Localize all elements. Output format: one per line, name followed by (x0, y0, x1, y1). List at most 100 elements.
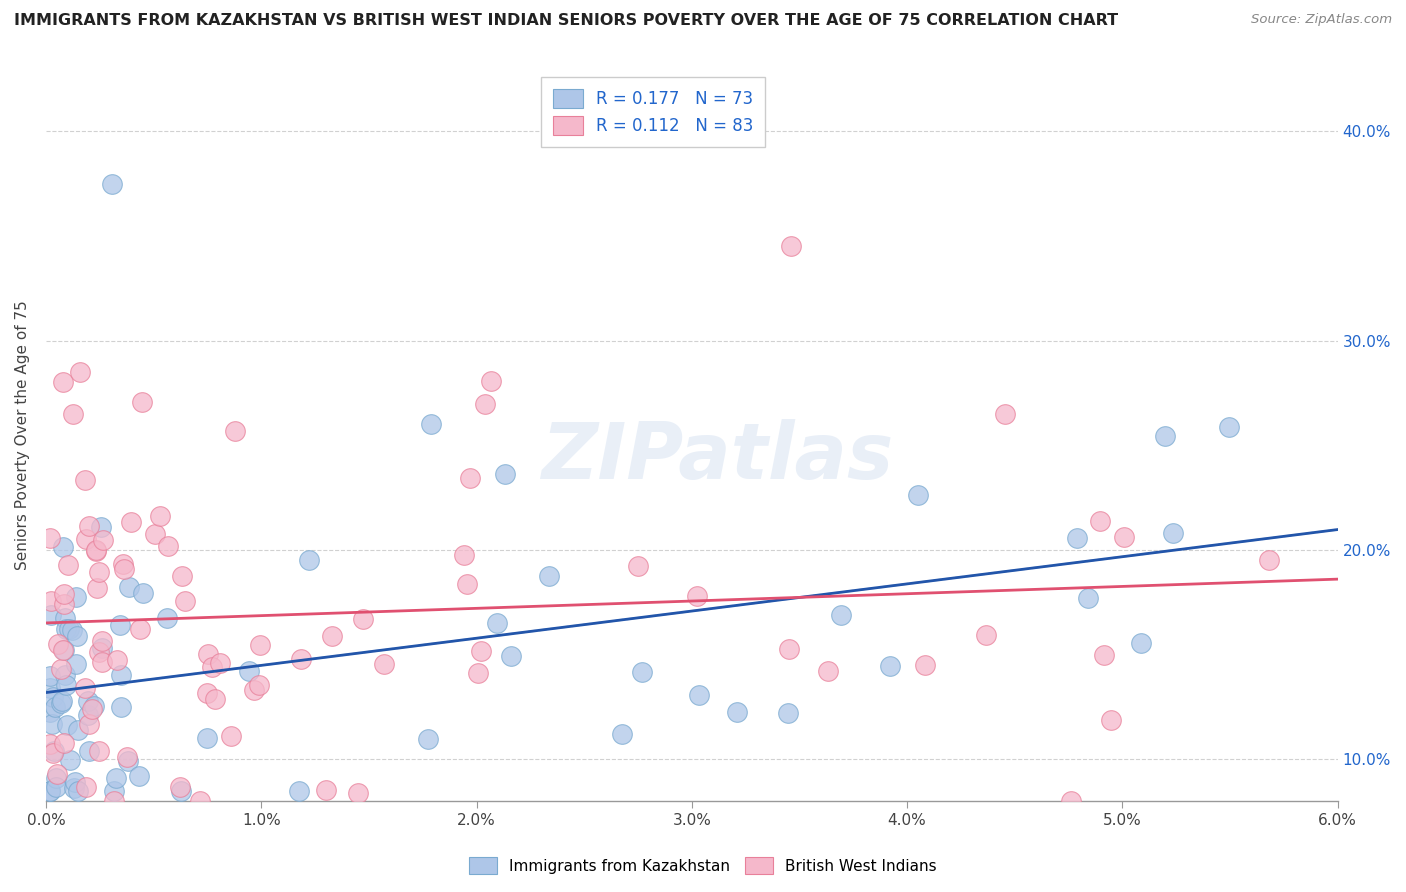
Point (456, 577, 478, 591)
Point (108, 618, 131, 632)
Point (195, 686, 218, 700)
Point (298, 553, 321, 567)
Point (49, 662, 72, 676)
Point (537, 569, 560, 583)
Point (77, 744, 100, 758)
Point (197, 731, 219, 745)
Point (247, 677, 270, 691)
Point (1129, 636, 1152, 650)
Point (75, 532, 97, 546)
Point (58, 622, 80, 636)
Point (53, 611, 76, 625)
Point (65, 774, 87, 789)
Point (118, 581, 141, 595)
Point (46, 637, 69, 651)
Point (315, 782, 337, 797)
Point (907, 487, 929, 501)
Point (49, 696, 72, 710)
Point (41, 594, 63, 608)
Point (39, 783, 62, 797)
Point (66, 723, 89, 737)
Point (75, 681, 97, 695)
Point (321, 629, 343, 643)
Point (67, 783, 90, 797)
Point (60, 623, 83, 637)
Point (87, 645, 110, 659)
Point (111, 558, 134, 572)
Point (238, 664, 260, 678)
Point (169, 780, 191, 794)
Point (77, 519, 100, 533)
Point (77, 717, 100, 731)
Point (51, 694, 73, 708)
Point (84, 543, 107, 558)
Point (90, 520, 112, 534)
Point (1154, 429, 1177, 443)
Point (77, 708, 100, 723)
Point (105, 653, 128, 667)
Point (86, 582, 108, 596)
Point (112, 562, 135, 576)
Point (914, 657, 936, 672)
Point (42, 746, 65, 760)
Point (1092, 648, 1115, 662)
Point (42, 744, 65, 758)
Point (39, 705, 62, 719)
Point (45, 772, 67, 786)
Point (170, 783, 193, 797)
Point (80, 702, 103, 716)
Point (458, 471, 481, 485)
Point (627, 559, 650, 574)
Point (1112, 531, 1135, 545)
Point (879, 658, 901, 673)
Point (55, 678, 77, 692)
Point (117, 754, 139, 768)
Point (1060, 794, 1083, 808)
Point (39, 737, 62, 751)
Point (115, 750, 138, 764)
Point (110, 700, 132, 714)
Point (131, 395, 153, 409)
Point (201, 660, 224, 674)
Text: IMMIGRANTS FROM KAZAKHSTAN VS BRITISH WEST INDIAN SENIORS POVERTY OVER THE AGE O: IMMIGRANTS FROM KAZAKHSTAN VS BRITISH WE… (14, 13, 1118, 29)
Point (416, 731, 439, 746)
Point (83, 699, 105, 714)
Point (725, 705, 748, 719)
Legend: R = 0.177   N = 73, R = 0.112   N = 83: R = 0.177 N = 73, R = 0.112 N = 83 (541, 77, 765, 147)
Point (89, 565, 111, 579)
Point (52, 597, 75, 611)
Point (66, 628, 89, 642)
Point (776, 706, 799, 720)
Point (41, 717, 63, 731)
Point (39, 783, 62, 797)
Point (1258, 553, 1281, 567)
Point (486, 615, 509, 630)
Point (52, 643, 75, 657)
Point (474, 397, 496, 411)
Point (77, 694, 100, 708)
Point (224, 424, 246, 438)
Point (419, 417, 441, 432)
Point (1161, 526, 1184, 541)
Point (352, 612, 374, 626)
Point (89, 744, 111, 758)
Point (204, 692, 226, 706)
Point (52, 643, 75, 657)
Point (52, 376, 75, 390)
Point (103, 794, 125, 808)
Point (39, 607, 62, 622)
Point (219, 729, 242, 743)
Point (778, 642, 800, 657)
Point (470, 644, 492, 658)
Point (128, 769, 150, 783)
Point (62, 780, 84, 795)
Point (499, 648, 522, 663)
Point (157, 539, 180, 553)
Point (75, 780, 97, 795)
Point (52, 540, 75, 554)
Point (347, 786, 370, 800)
Point (1076, 591, 1098, 605)
Point (197, 647, 219, 661)
Point (45, 766, 67, 780)
Point (62, 407, 84, 421)
